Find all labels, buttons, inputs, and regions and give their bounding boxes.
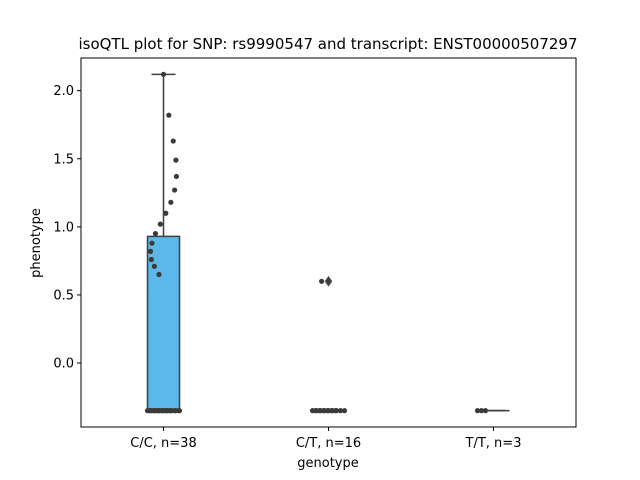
data-point <box>478 408 485 414</box>
data-point <box>166 112 172 118</box>
data-point <box>175 408 182 414</box>
data-point <box>146 408 153 414</box>
data-point <box>337 408 344 414</box>
y-tick-label: 0.5 <box>53 288 74 303</box>
data-point <box>320 408 327 414</box>
strip-points <box>144 71 489 414</box>
data-point <box>482 408 489 414</box>
data-point <box>474 408 481 414</box>
x-tick-label: T/T, n=3 <box>465 436 522 451</box>
data-point <box>170 138 176 144</box>
outlier-marker <box>324 275 333 287</box>
data-point <box>341 408 348 414</box>
data-point <box>148 256 154 263</box>
data-point <box>150 408 157 414</box>
data-point <box>166 408 173 414</box>
data-point <box>157 221 163 227</box>
box-iqr <box>146 235 181 412</box>
data-point <box>316 408 323 414</box>
x-tick-label: C/T, n=16 <box>296 436 361 451</box>
y-tick-label: 1.0 <box>53 220 74 235</box>
data-point <box>151 263 157 269</box>
box-1 <box>312 275 345 412</box>
box-group <box>146 73 510 412</box>
data-point <box>328 408 335 414</box>
x-axis: C/C, n=38 C/T, n=16 T/T, n=3 <box>130 427 521 451</box>
data-point <box>173 173 180 180</box>
x-tick-label: C/C, n=38 <box>130 436 196 451</box>
data-point <box>168 199 174 205</box>
x-axis-label: genotype <box>297 456 358 471</box>
data-point <box>147 248 154 254</box>
data-point <box>324 408 331 414</box>
data-point <box>160 71 167 77</box>
data-point <box>162 408 169 414</box>
data-point <box>173 157 179 163</box>
y-tick-label: 1.5 <box>53 152 74 167</box>
data-point <box>172 187 178 193</box>
data-point <box>319 278 325 284</box>
data-point <box>158 408 165 414</box>
data-point <box>149 240 155 246</box>
y-axis: 0.0 0.5 1.0 1.5 2.0 <box>53 84 81 372</box>
data-point <box>312 408 319 414</box>
y-tick-label: 0.0 <box>53 357 74 372</box>
data-point <box>154 408 161 414</box>
data-point <box>156 271 162 278</box>
data-point <box>152 231 159 237</box>
data-point <box>332 408 339 414</box>
data-point <box>163 210 169 216</box>
y-tick-label: 2.0 <box>53 84 74 99</box>
data-point <box>171 408 178 414</box>
y-axis-label: phenotype <box>29 208 44 278</box>
chart-title: isoQTL plot for SNP: rs9990547 and trans… <box>78 35 577 53</box>
